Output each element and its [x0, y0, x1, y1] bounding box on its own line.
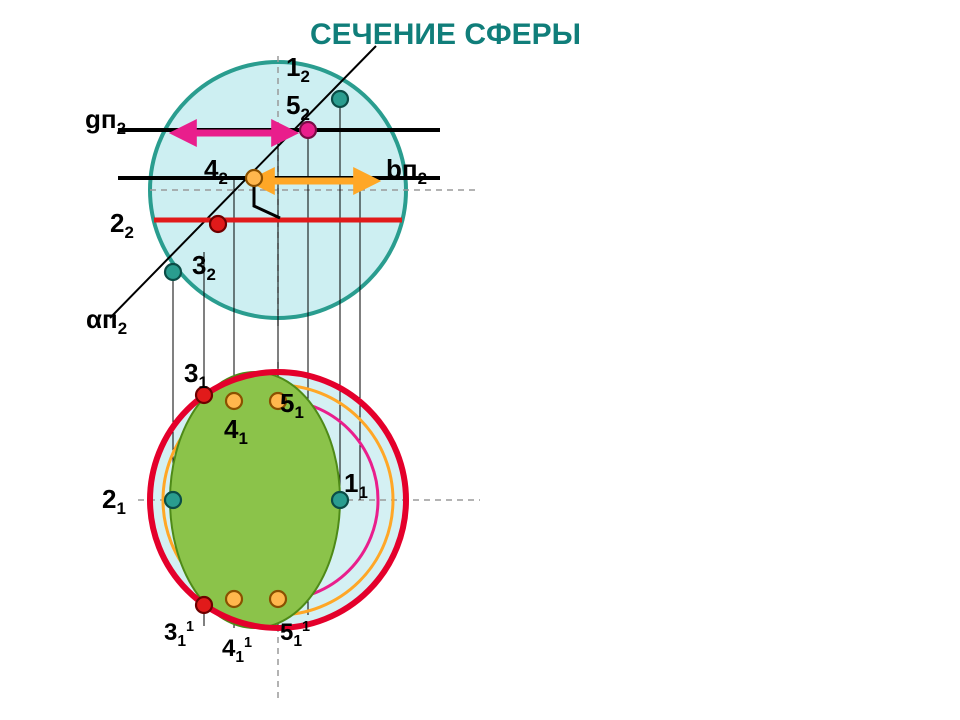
- lbl-3-1-b: 311: [164, 620, 194, 649]
- lbl-3-1: 31: [184, 360, 208, 392]
- pt-2-2: [165, 264, 181, 280]
- lbl-2-2: 22: [110, 210, 134, 242]
- diagram-stage: СЕЧЕНИЕ СФЕРЫ 1252gп242bп22232αп23151411…: [0, 0, 960, 720]
- pt-4-1-t: [226, 393, 242, 409]
- lbl-5-1: 51: [280, 390, 304, 422]
- pt-3-1-b: [196, 597, 212, 613]
- lbl-5-1-b: 511: [280, 620, 310, 649]
- lbl-alpha: αп2: [86, 306, 127, 338]
- pt-4-2: [246, 170, 262, 186]
- pt-5-2: [300, 122, 316, 138]
- section-ellipse: [170, 372, 340, 628]
- pt-5-1-b: [270, 591, 286, 607]
- lbl-b: bп2: [386, 156, 427, 188]
- lbl-5-2: 52: [286, 92, 310, 124]
- pt-3-2: [210, 216, 226, 232]
- pt-4-1-b: [226, 591, 242, 607]
- lbl-3-2: 32: [192, 252, 216, 284]
- pt-2-1-l: [165, 492, 181, 508]
- diagram-title: СЕЧЕНИЕ СФЕРЫ: [310, 18, 581, 52]
- lbl-4-2: 42: [204, 156, 228, 188]
- pt-1-2: [332, 91, 348, 107]
- lbl-2-1: 21: [102, 486, 126, 518]
- lbl-1-1: 11: [344, 470, 368, 502]
- lbl-4-1: 41: [224, 416, 248, 448]
- lbl-1-2: 12: [286, 54, 310, 86]
- lbl-4-1-b: 411: [222, 636, 252, 665]
- lbl-g: gп2: [85, 106, 126, 138]
- diagram-svg: [0, 0, 960, 720]
